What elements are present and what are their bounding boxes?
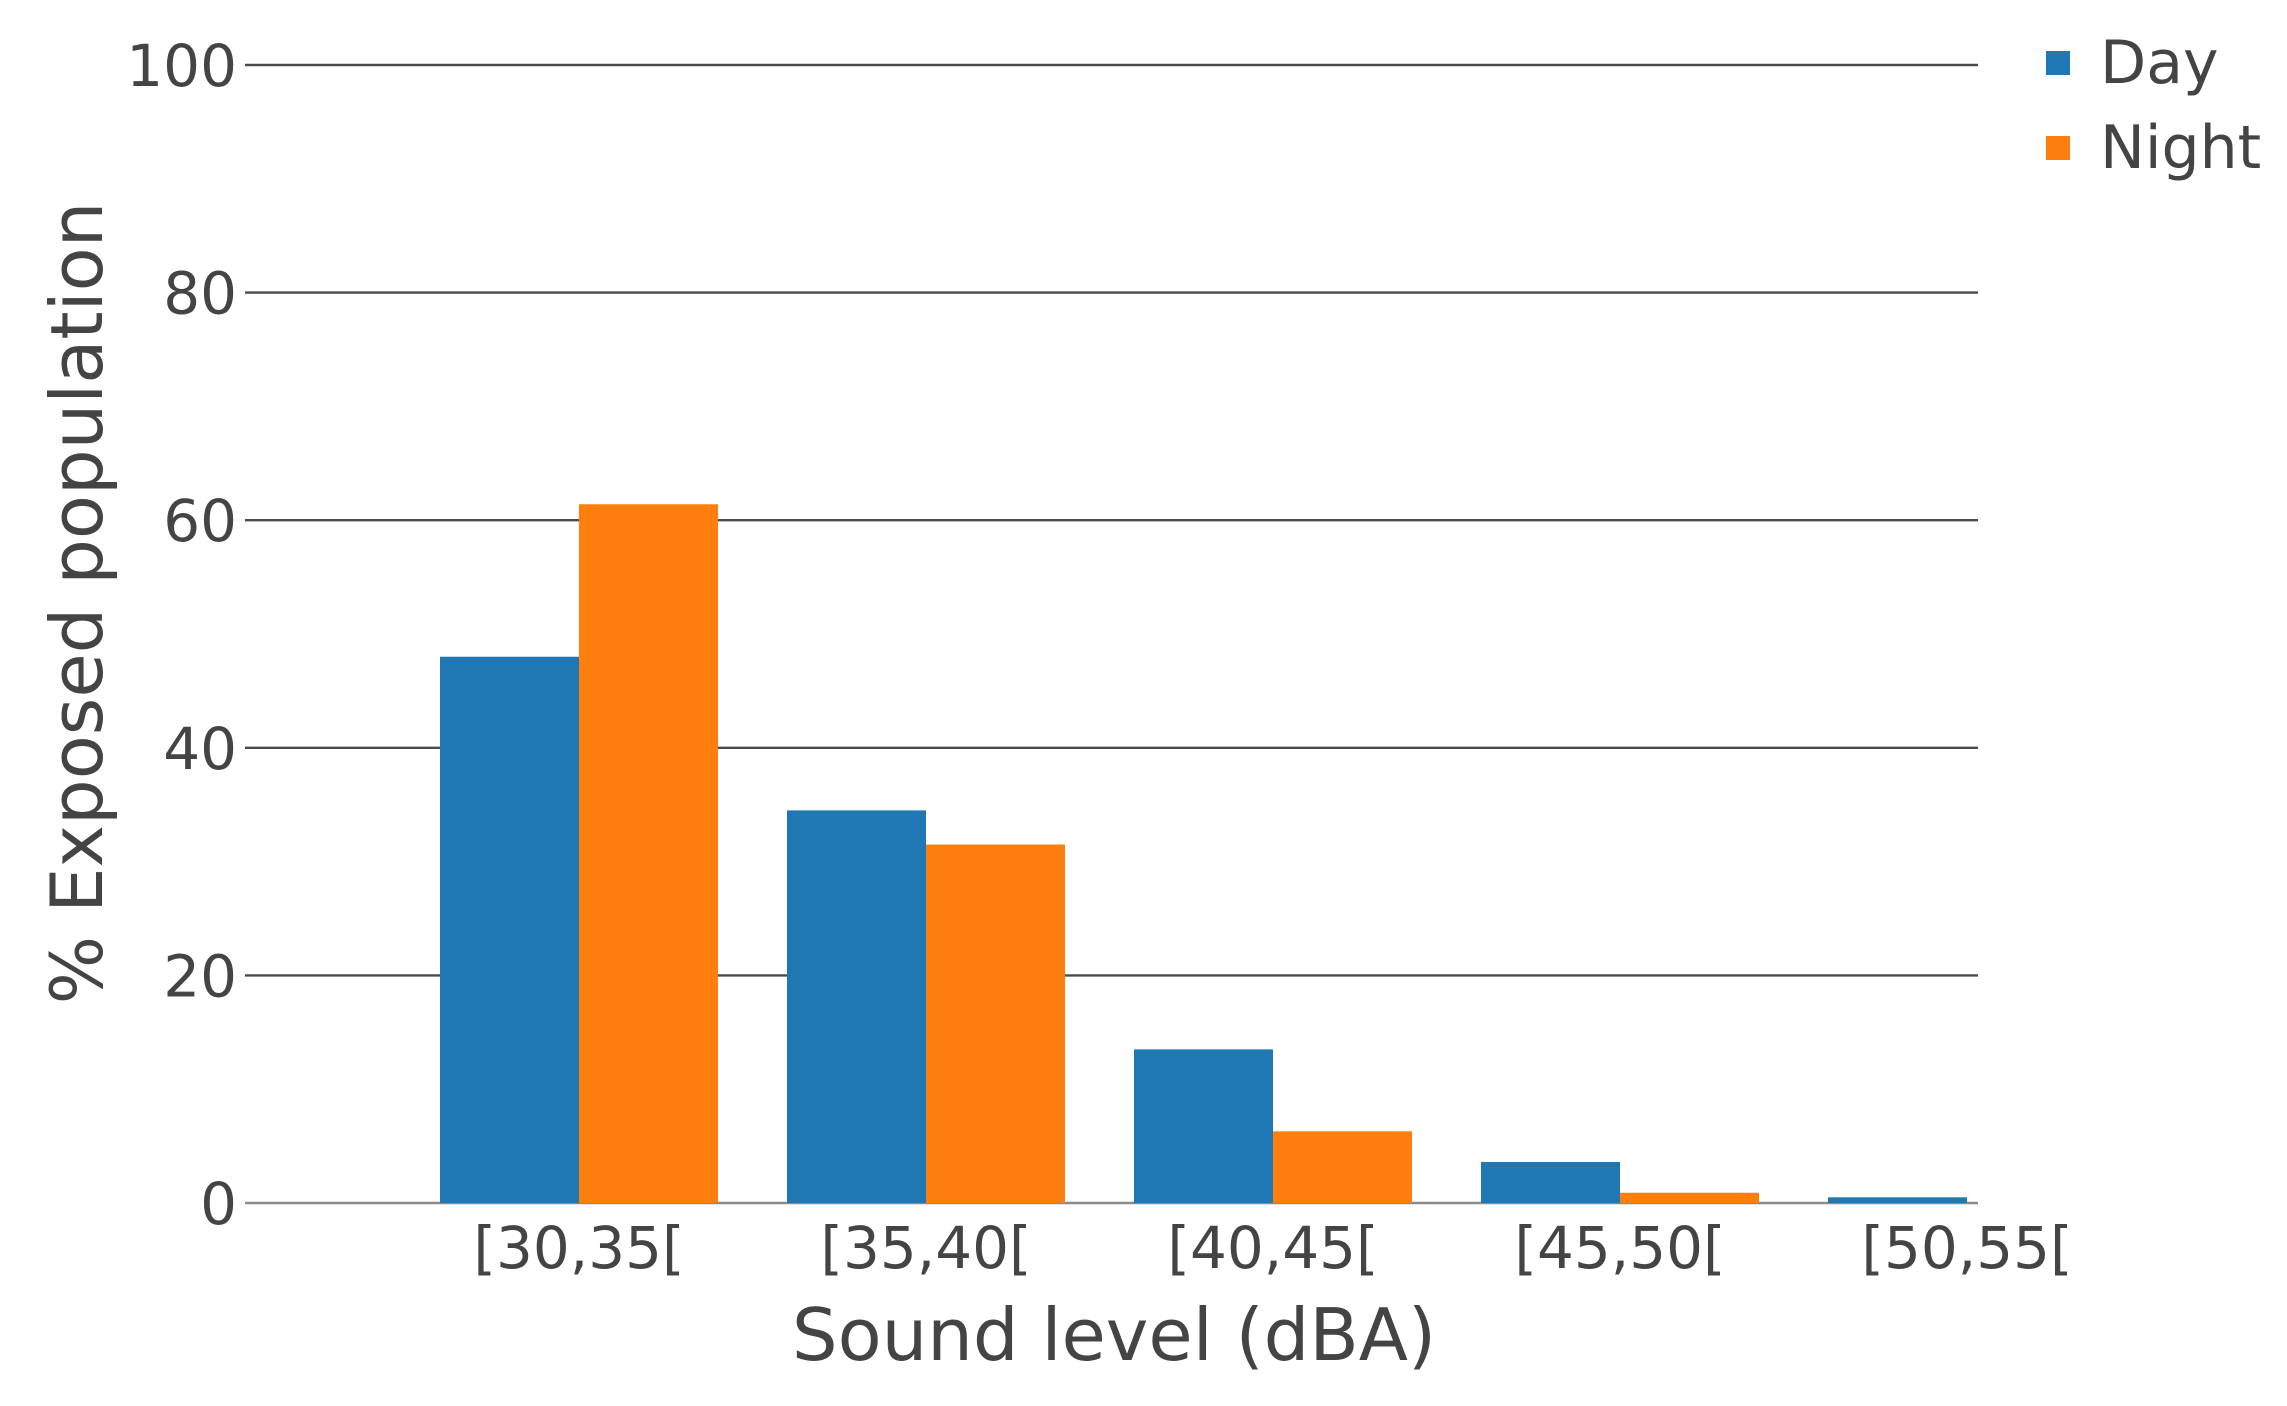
legend-item-night[interactable]: Night (2046, 113, 2261, 183)
bars (440, 504, 1967, 1203)
y-tick-label: 40 (163, 715, 237, 783)
y-tick-labels: 0 20 40 60 80 100 (126, 32, 237, 1238)
y-tick-label: 60 (163, 487, 237, 555)
legend: Day Night (2046, 28, 2261, 183)
legend-label-day: Day (2100, 28, 2218, 98)
bar-day-45-50[interactable] (1481, 1162, 1620, 1203)
x-tick-label: [50,55[ (1861, 1214, 2072, 1282)
bar-day-50-55[interactable] (1828, 1197, 1967, 1203)
bar-night-45-50[interactable] (1620, 1192, 1759, 1203)
y-axis-title: % Exposed population (35, 202, 119, 1005)
y-tick-label: 100 (126, 32, 237, 100)
y-tick-label: 20 (163, 942, 237, 1010)
bar-day-35-40[interactable] (787, 810, 926, 1203)
legend-swatch-night (2046, 136, 2070, 160)
x-tick-label: [35,40[ (820, 1214, 1031, 1282)
x-tick-label: [40,45[ (1167, 1214, 1378, 1282)
x-axis-title: Sound level (dBA) (792, 1293, 1436, 1377)
x-tick-labels: [30,35[ [35,40[ [40,45[ [45,50[ [50,55[ (473, 1214, 2072, 1282)
bar-day-40-45[interactable] (1134, 1049, 1273, 1203)
y-tick-label: 80 (163, 260, 237, 328)
x-tick-label: [45,50[ (1514, 1214, 1725, 1282)
bar-night-40-45[interactable] (1273, 1131, 1412, 1203)
x-tick-label: [30,35[ (473, 1214, 684, 1282)
bar-day-30-35[interactable] (440, 656, 579, 1203)
bar-night-30-35[interactable] (579, 504, 718, 1203)
bar-night-35-40[interactable] (926, 844, 1065, 1203)
y-tick-label: 0 (200, 1170, 237, 1238)
legend-item-day[interactable]: Day (2046, 28, 2218, 98)
legend-label-night: Night (2100, 113, 2261, 183)
legend-swatch-day (2046, 51, 2070, 75)
